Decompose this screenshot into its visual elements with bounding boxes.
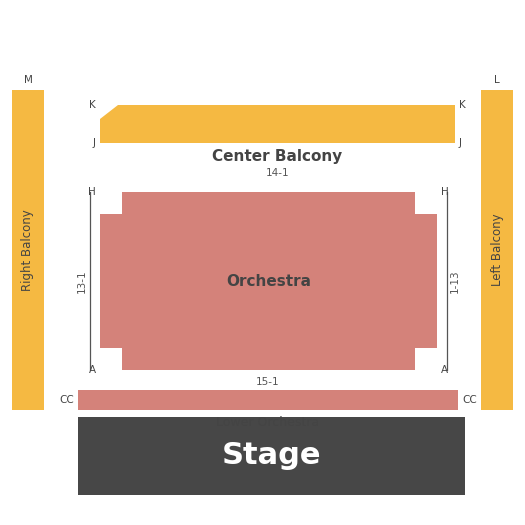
Text: Orchestra: Orchestra [226, 274, 311, 289]
Text: CC: CC [59, 395, 74, 405]
Text: Center Balcony: Center Balcony [213, 149, 343, 163]
Text: K: K [89, 100, 96, 110]
Text: A: A [441, 365, 448, 375]
Text: Left Balcony: Left Balcony [490, 214, 503, 286]
Text: Right Balcony: Right Balcony [22, 209, 35, 291]
Bar [78, 390, 458, 410]
Text: J: J [459, 138, 462, 148]
Text: 14-1: 14-1 [266, 168, 289, 178]
Text: 1-13: 1-13 [450, 269, 460, 293]
Polygon shape [100, 105, 455, 143]
Bar [12, 90, 44, 410]
Polygon shape [100, 192, 437, 370]
Text: A: A [89, 365, 96, 375]
Text: Lower Orchestra: Lower Orchestra [216, 415, 320, 428]
Text: CC: CC [462, 395, 477, 405]
Text: H: H [88, 187, 96, 197]
Text: J: J [93, 138, 96, 148]
Text: Stage: Stage [222, 442, 321, 470]
Text: K: K [459, 100, 466, 110]
Bar [481, 90, 513, 410]
Text: H: H [441, 187, 449, 197]
Bar [78, 417, 465, 495]
Text: L: L [494, 75, 500, 85]
Text: 13-1: 13-1 [77, 269, 87, 293]
Text: 15-1: 15-1 [256, 377, 280, 387]
Text: M: M [24, 75, 33, 85]
